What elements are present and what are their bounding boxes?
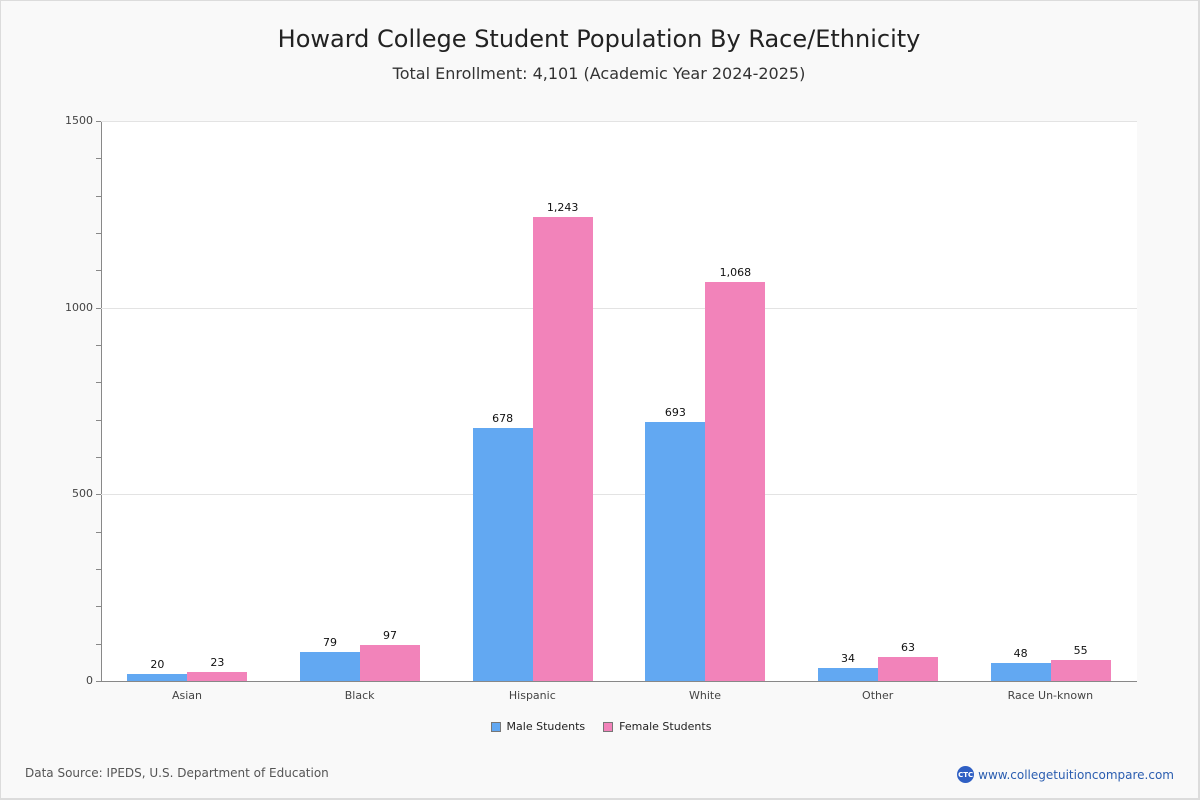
gridline — [101, 121, 1137, 122]
x-axis — [101, 681, 1137, 682]
value-label: 55 — [1073, 644, 1088, 658]
value-label: 693 — [664, 406, 686, 420]
y-tick — [96, 569, 101, 570]
bar-female-black[interactable] — [360, 644, 420, 681]
y-tick-label: 0 — [86, 674, 93, 687]
value-label: 34 — [841, 652, 855, 666]
y-tick — [96, 419, 101, 421]
x-tick-label: White — [689, 689, 721, 702]
bar-male-race-un-known[interactable] — [990, 663, 1051, 681]
y-tick — [96, 457, 101, 458]
y-tick — [96, 233, 101, 234]
brand-url: www.collegetuitioncompare.com — [978, 767, 1174, 782]
bar-female-asian[interactable] — [187, 672, 248, 681]
legend-label-female: Female Students — [619, 720, 712, 733]
y-tick — [96, 643, 101, 645]
x-tick-label: Black — [344, 689, 375, 702]
legend-label-male: Male Students — [506, 720, 586, 733]
value-label: 23 — [210, 656, 225, 670]
female-swatch-icon — [603, 721, 614, 732]
gridline — [101, 307, 1137, 309]
y-tick — [96, 345, 101, 346]
x-tick-label: Hispanic — [508, 689, 556, 702]
legend: Male Students Female Students — [1, 720, 1200, 733]
value-label: 1,068 — [719, 266, 752, 280]
value-label: 20 — [150, 657, 165, 671]
y-tick — [96, 681, 101, 682]
value-label: 63 — [901, 641, 915, 655]
value-label: 79 — [323, 635, 337, 649]
y-tick — [96, 121, 101, 122]
bar-male-white[interactable] — [645, 422, 706, 681]
y-tick-label: 500 — [72, 487, 93, 501]
y-tick — [96, 307, 101, 309]
y-tick — [96, 382, 101, 384]
y-tick — [96, 606, 101, 608]
ctc-logo-icon: CTC — [957, 766, 975, 783]
chart-subtitle: Total Enrollment: 4,101 (Academic Year 2… — [392, 64, 806, 83]
y-tick — [96, 494, 101, 496]
x-tick-label: Other — [862, 689, 894, 702]
x-tick-label: Asian — [171, 689, 203, 702]
bar-male-hispanic[interactable] — [472, 427, 533, 681]
bar-male-other[interactable] — [818, 668, 878, 681]
y-tick-label: 1000 — [65, 300, 93, 314]
value-label: 97 — [383, 628, 397, 642]
bar-female-other[interactable] — [878, 657, 938, 681]
data-source: Data Source: IPEDS, U.S. Department of E… — [25, 766, 329, 780]
bar-male-asian[interactable] — [127, 673, 188, 681]
value-label: 678 — [492, 411, 514, 425]
x-tick-label: Race Un-known — [1007, 689, 1094, 702]
bar-female-race-un-known[interactable] — [1050, 660, 1111, 681]
brand-link[interactable]: CTC www.collegetuitioncompare.com — [957, 766, 1174, 783]
legend-item-female[interactable]: Female Students — [603, 720, 711, 733]
bar-male-black[interactable] — [300, 651, 360, 681]
male-swatch-icon — [490, 721, 501, 732]
chart-title: Howard College Student Population By Rac… — [277, 25, 921, 53]
bar-female-white[interactable] — [705, 282, 766, 681]
gridline — [101, 494, 1137, 496]
y-tick — [96, 531, 101, 533]
plot-area — [101, 121, 1137, 681]
y-tick — [96, 195, 101, 197]
value-label: 1,243 — [546, 200, 579, 214]
y-tick — [96, 158, 101, 160]
bar-female-hispanic[interactable] — [532, 216, 593, 681]
y-axis — [101, 121, 102, 681]
legend-item-male[interactable]: Male Students — [490, 720, 586, 733]
y-tick — [96, 270, 101, 272]
y-tick-label: 1500 — [65, 114, 93, 127]
value-label: 48 — [1013, 647, 1028, 661]
